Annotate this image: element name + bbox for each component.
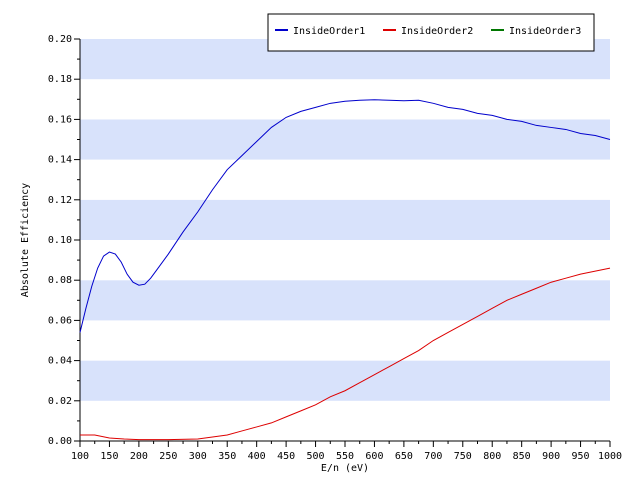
x-tick-label: 650: [395, 451, 413, 462]
grid-band: [80, 240, 610, 281]
y-ticks: 0.00 0.02 0.04 0.06 0.08 0.10 0.12 0.14 0.16 0.18…: [48, 34, 80, 447]
legend-label: InsideOrder3: [509, 26, 581, 37]
series-line-insideorder2: [80, 267, 611, 441]
y-tick-label: 0.12: [48, 195, 72, 206]
grid-band: [80, 119, 610, 160]
y-tick-label: 0.00: [48, 436, 72, 447]
x-tick-label: 100: [71, 451, 89, 462]
x-tick-label: 400: [248, 451, 266, 462]
x-tick-label: 150: [100, 451, 118, 462]
x-axis-title: E/n (eV): [321, 463, 369, 474]
x-tick-label: 900: [542, 451, 560, 462]
x-ticks: 100 150 200 250 300 350 400 450 500 550 600 650 700 7…: [71, 441, 622, 462]
legend-label: InsideOrder2: [401, 26, 473, 37]
y-axis-title: Absolute Efficiency: [20, 183, 31, 297]
y-tick-label: 0.14: [48, 155, 72, 166]
y-tick-label: 0.06: [48, 315, 72, 326]
legend-label: InsideOrder1: [293, 26, 365, 37]
legend: InsideOrder1 InsideOrder2 InsideOrder3: [267, 13, 595, 52]
grid-bands: [80, 39, 610, 441]
series-lines: [79, 99, 611, 441]
x-tick-label: 450: [277, 451, 295, 462]
x-tick-label: 850: [513, 451, 531, 462]
x-tick-label: 950: [572, 451, 590, 462]
grid-band: [80, 400, 610, 441]
grid-band: [80, 159, 610, 200]
grid-band: [80, 79, 610, 120]
x-tick-label: 600: [365, 451, 383, 462]
y-tick-label: 0.10: [48, 235, 72, 246]
x-tick-label: 250: [159, 451, 177, 462]
x-tick-label: 1000: [598, 451, 622, 462]
y-tick-label: 0.08: [48, 275, 72, 286]
grid-band: [80, 199, 610, 240]
x-tick-label: 300: [189, 451, 207, 462]
x-tick-label: 800: [483, 451, 501, 462]
legend-box: [267, 13, 595, 52]
y-tick-label: 0.02: [48, 396, 72, 407]
x-tick-label: 200: [130, 451, 148, 462]
grid-band: [80, 320, 610, 361]
x-tick-label: 700: [424, 451, 442, 462]
x-tick-label: 550: [336, 451, 354, 462]
x-tick-label: 350: [218, 451, 236, 462]
y-tick-label: 0.04: [48, 356, 72, 367]
y-tick-label: 0.20: [48, 34, 72, 45]
grid-band: [80, 360, 610, 401]
x-tick-label: 750: [454, 451, 472, 462]
x-tick-label: 500: [307, 451, 325, 462]
y-tick-label: 0.16: [48, 114, 72, 125]
series-line-insideorder1: [79, 99, 611, 333]
grid-band: [80, 280, 610, 321]
y-tick-label: 0.18: [48, 74, 72, 85]
